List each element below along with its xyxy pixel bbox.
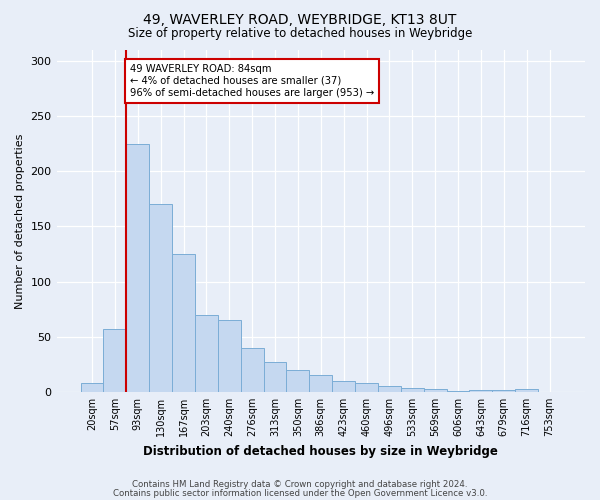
Bar [401, 388, 424, 392]
Y-axis label: Number of detached properties: Number of detached properties [15, 134, 25, 308]
Bar [286, 370, 310, 392]
Bar [424, 388, 446, 392]
Text: Contains HM Land Registry data © Crown copyright and database right 2024.: Contains HM Land Registry data © Crown c… [132, 480, 468, 489]
Bar [241, 348, 263, 392]
Text: 49 WAVERLEY ROAD: 84sqm
← 4% of detached houses are smaller (37)
96% of semi-det: 49 WAVERLEY ROAD: 84sqm ← 4% of detached… [130, 64, 374, 98]
Bar [172, 254, 195, 392]
Bar [355, 383, 378, 392]
Bar [310, 376, 332, 392]
Bar [378, 386, 401, 392]
X-axis label: Distribution of detached houses by size in Weybridge: Distribution of detached houses by size … [143, 444, 498, 458]
Bar [127, 144, 149, 392]
Bar [195, 314, 218, 392]
Bar [493, 390, 515, 392]
Text: Size of property relative to detached houses in Weybridge: Size of property relative to detached ho… [128, 28, 472, 40]
Text: 49, WAVERLEY ROAD, WEYBRIDGE, KT13 8UT: 49, WAVERLEY ROAD, WEYBRIDGE, KT13 8UT [143, 12, 457, 26]
Bar [149, 204, 172, 392]
Bar [103, 329, 127, 392]
Bar [263, 362, 286, 392]
Bar [332, 381, 355, 392]
Bar [218, 320, 241, 392]
Bar [515, 388, 538, 392]
Bar [469, 390, 493, 392]
Bar [446, 391, 469, 392]
Text: Contains public sector information licensed under the Open Government Licence v3: Contains public sector information licen… [113, 489, 487, 498]
Bar [80, 383, 103, 392]
